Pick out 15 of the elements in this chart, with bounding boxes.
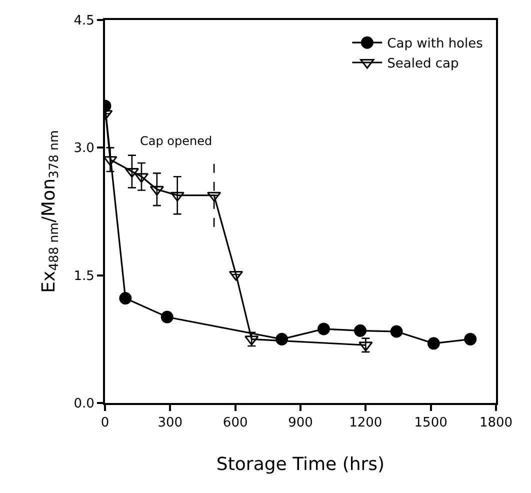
ref-line-label: Cap opened <box>140 134 212 148</box>
x-axis-title: Storage Time (hrs) <box>216 454 385 476</box>
x-tick-label: 1800 <box>479 416 513 431</box>
x-tick-label: 600 <box>222 416 248 431</box>
legend-label: Cap with holes <box>387 36 484 52</box>
x-tick-label: 1200 <box>349 416 382 431</box>
y-tick-label: 4.5 <box>74 14 94 29</box>
x-tick-label: 0 <box>100 416 110 431</box>
y-tick-label: 3.0 <box>74 141 94 156</box>
legend-label: Sealed cap <box>387 56 459 72</box>
x-tick-label: 300 <box>158 416 183 431</box>
y-tick-label: 0.0 <box>74 396 94 412</box>
x-tick-label: 900 <box>288 416 313 431</box>
x-tick-label: 1500 <box>414 416 448 431</box>
y-tick-label: 1.5 <box>74 268 94 284</box>
